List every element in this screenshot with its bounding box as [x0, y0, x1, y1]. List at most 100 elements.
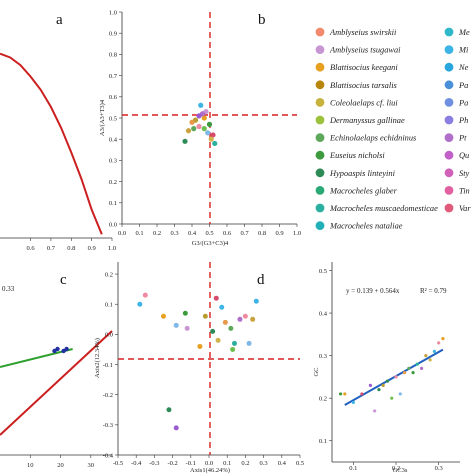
panel-e-point	[411, 371, 415, 375]
legend-swatch	[444, 150, 454, 160]
panel-d-point	[213, 295, 219, 301]
panel-e-y-tick-label: 0.5	[319, 268, 327, 275]
panel-d-x-tick-label: -0.1	[186, 460, 196, 467]
panel-e-point	[360, 392, 364, 396]
legend-label: Echinolaelaps echidninus	[329, 134, 416, 143]
panel-b-y-tick-label: 0.9	[109, 31, 117, 38]
legend-swatch	[315, 150, 325, 160]
panel-d-x-tick-label: 0.1	[223, 460, 231, 467]
panel-d-point	[230, 346, 236, 352]
panel-e-point	[368, 383, 372, 388]
legend-label: Mi	[458, 46, 469, 55]
legend-label: Me	[458, 28, 470, 37]
panel-b-x-tick-label: 0.1	[135, 230, 143, 237]
panel-d-point	[228, 325, 234, 331]
panel-b-x-tick-label: 0.3	[170, 230, 178, 237]
panel-d-ticks: -0.5 -0.4 -0.3 -0.2 -0.1 0.0 0.1 0.2 0.3 0.4 0.5-0…	[103, 271, 304, 467]
panel-b-x-tick-label: 0.9	[275, 230, 283, 237]
panel-b-x-tick-label: 0.7	[240, 230, 249, 237]
legend-swatch	[315, 133, 325, 143]
legend-label: Var	[459, 204, 471, 213]
legend-label: Qu	[459, 151, 469, 160]
panel-c-x-tick-label: 30	[88, 462, 95, 469]
panel-d-x-tick-label: 0.4	[278, 460, 287, 467]
legend-swatch	[444, 203, 454, 213]
legend-swatch	[444, 133, 454, 143]
panel-d-y-tick-label: -0.3	[103, 422, 113, 429]
panel-e-regression-line	[344, 348, 444, 406]
panel-e-equation: y = 0.139 + 0.564x	[346, 287, 400, 295]
panel-a-curve	[0, 52, 103, 235]
panel-c-series-line	[0, 330, 113, 436]
panel-b-x-tick-label: 0.2	[153, 230, 161, 237]
panel-b-y-tick-label: 0.3	[109, 158, 117, 165]
legend-label: Pt	[458, 134, 467, 143]
panel-b-ticks: 0.0 0.1 0.2 0.3 0.4 0.5 0.6 0.7 0.8 0.9 1.0 0.0 0.1 0…	[109, 9, 301, 237]
panel-e-point	[394, 375, 398, 379]
panel-e-point	[390, 396, 394, 400]
panel-e-y-tick-label: 0.1	[319, 438, 327, 445]
panel-d-letter: d	[257, 272, 265, 288]
panel-b-x-tick-label: 0.0	[118, 230, 126, 237]
legend-label: Blattisocius tarsalis	[330, 81, 397, 90]
panel-a-letter: a	[56, 12, 63, 28]
panel-d-x-tick-label: 0.2	[241, 460, 249, 467]
panel-c-point	[55, 346, 60, 352]
panel-e-point	[437, 341, 441, 345]
panel-d-xlabel: Axis1(46.24%)	[190, 467, 230, 474]
panel-d-point	[137, 301, 143, 307]
panel-e-y-tick-label: 0.3	[319, 353, 327, 360]
legend-label: Euseius nicholsi	[329, 151, 385, 160]
panel-d-y-tick-label: 0.0	[105, 332, 113, 339]
panel-e-point	[424, 354, 428, 358]
panel-b-y-tick-label: 0.2	[109, 179, 117, 186]
legend-swatch	[444, 168, 454, 178]
panel-e-point	[428, 358, 432, 362]
legend-label: Ph	[458, 116, 468, 125]
panel-a-x-tick-label: 0.8	[67, 245, 75, 252]
panel-c-x-tick-label: 20	[57, 462, 64, 469]
panel-d-y-tick-label: 0.2	[105, 271, 113, 278]
legend-label: Sty	[459, 169, 470, 178]
panel-d-x-tick-label: -0.5	[113, 460, 123, 467]
panel-d-x-tick-label: 0.0	[205, 460, 213, 467]
legend-swatch	[444, 115, 454, 125]
panel-b-point	[185, 128, 192, 134]
panel-b-y-tick-label: 0.8	[109, 52, 117, 59]
panel-a-x-tick-label: 1.0	[108, 245, 116, 252]
panel-b-point	[205, 130, 211, 136]
panel-b-ylabel: A3/(A3+T3)4	[99, 99, 106, 136]
panel-e-point	[338, 392, 343, 396]
panel-b: 0.0 0.1 0.2 0.3 0.4 0.5 0.6 0.7 0.8 0.9 1.0 0.0 0.1 0…	[99, 9, 301, 247]
legend-label: Amblyseius tsugawai	[329, 46, 401, 55]
panel-a-x-ticks: 0.6 0.7 0.8 0.9 1.0	[26, 238, 116, 252]
panel-b-x-tick-label: 0.5	[205, 230, 213, 237]
panel-b-point	[198, 102, 204, 108]
panel-e-x-tick-label: 0.3	[435, 465, 443, 472]
panel-d-point	[219, 304, 225, 310]
panel-d-point	[142, 292, 148, 298]
legend-label: Macrocheles muscaedomesticae	[329, 204, 438, 213]
panel-a-x-tick-label: 0.7	[47, 245, 56, 252]
panel-b-y-tick-label: 0.7	[109, 73, 118, 80]
legend-swatch	[315, 80, 325, 90]
panel-e-point	[432, 349, 436, 353]
panel-b-point	[208, 136, 214, 142]
panel-e-point	[377, 388, 381, 392]
legend-swatch	[315, 168, 325, 178]
legend-swatch	[315, 186, 325, 195]
panel-e-y-tick-label: 0.2	[319, 395, 327, 402]
panel-e-point	[420, 366, 424, 370]
panel-e-y-tick-label: 0.4	[319, 310, 328, 317]
legend-label: Blattisocius keegani	[330, 63, 398, 72]
panel-d-point	[231, 340, 237, 346]
panel-b-y-tick-label: 0.5	[109, 115, 117, 122]
panel-e-points	[338, 336, 445, 413]
legend-label: Macrocheles glaber	[329, 186, 398, 195]
legend-swatch	[444, 62, 454, 72]
panel-d-x-tick-label: -0.2	[167, 460, 177, 467]
panel-b-x-tick-label: 0.6	[223, 230, 232, 237]
legend-swatch	[444, 186, 454, 195]
legend-label: Macrocheles nataliae	[329, 222, 403, 231]
